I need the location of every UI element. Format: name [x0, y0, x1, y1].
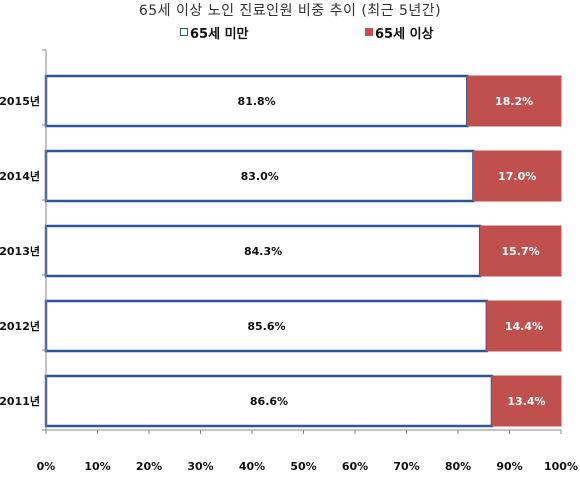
- x-tick-label-9: 90%: [496, 460, 522, 473]
- bar-over-65-1: [472, 150, 562, 202]
- x-tick-label-4: 40%: [239, 460, 265, 473]
- x-tick-label-5: 50%: [290, 460, 316, 473]
- x-tick-label-0: 0%: [37, 460, 56, 473]
- bars-layer: 81.8% 18.2% 83.0% 17.0% 84.3% 15.7% 85.6% 14.4%…: [44, 74, 562, 428]
- category-label-4: 2011년: [0, 394, 40, 408]
- data-label-under-65-2: 84.3%: [244, 245, 282, 258]
- chart-title: 65세 이상 노인 진료인원 비중 추이 (최근 5년간): [138, 3, 442, 19]
- bar-under-65-1: [44, 149, 475, 203]
- bar-over-65-0: [466, 75, 562, 127]
- x-tick-label-6: 60%: [342, 460, 368, 473]
- axes-layer: 2015년 2014년 2013년 2012년 2011년 0% 10% 20% 30% 40% 5…: [0, 49, 578, 473]
- data-label-over-65-2: 15.7%: [501, 245, 539, 258]
- x-tick-label-3: 30%: [187, 460, 213, 473]
- data-label-over-65-0: 18.2%: [495, 95, 533, 108]
- legend-item-65-plus: 65세 이상: [365, 24, 434, 42]
- category-label-0: 2015년: [0, 94, 40, 108]
- x-tick-label-2: 20%: [136, 460, 162, 473]
- x-tick-label-8: 80%: [445, 460, 471, 473]
- data-label-under-65-4: 86.6%: [250, 395, 288, 408]
- legend-label-under-65: 65세 미만: [190, 26, 249, 42]
- bar-over-65-2: [479, 225, 562, 277]
- category-label-2: 2013년: [0, 244, 40, 258]
- legend-swatch-65-plus: [365, 28, 373, 36]
- data-label-under-65-0: 81.8%: [238, 95, 276, 108]
- data-label-under-65-1: 83.0%: [241, 170, 279, 183]
- legend-item-under-65: 65세 미만: [180, 24, 249, 42]
- category-label-3: 2012년: [0, 319, 40, 333]
- bar-over-65-3: [486, 300, 562, 352]
- legend-label-65-plus: 65세 이상: [375, 26, 434, 42]
- x-tick-label-7: 70%: [393, 460, 419, 473]
- data-label-over-65-3: 14.4%: [505, 320, 543, 333]
- data-label-over-65-1: 17.0%: [498, 170, 536, 183]
- data-label-under-65-3: 85.6%: [247, 320, 285, 333]
- x-tick-label-10: 100%: [544, 460, 578, 473]
- bar-under-65-2: [44, 224, 482, 278]
- category-label-1: 2014년: [0, 169, 40, 183]
- bar-over-65-4: [491, 375, 562, 427]
- legend-swatch-under-65: [180, 28, 188, 36]
- x-tick-label-1: 10%: [84, 460, 110, 473]
- data-label-over-65-4: 13.4%: [507, 395, 545, 408]
